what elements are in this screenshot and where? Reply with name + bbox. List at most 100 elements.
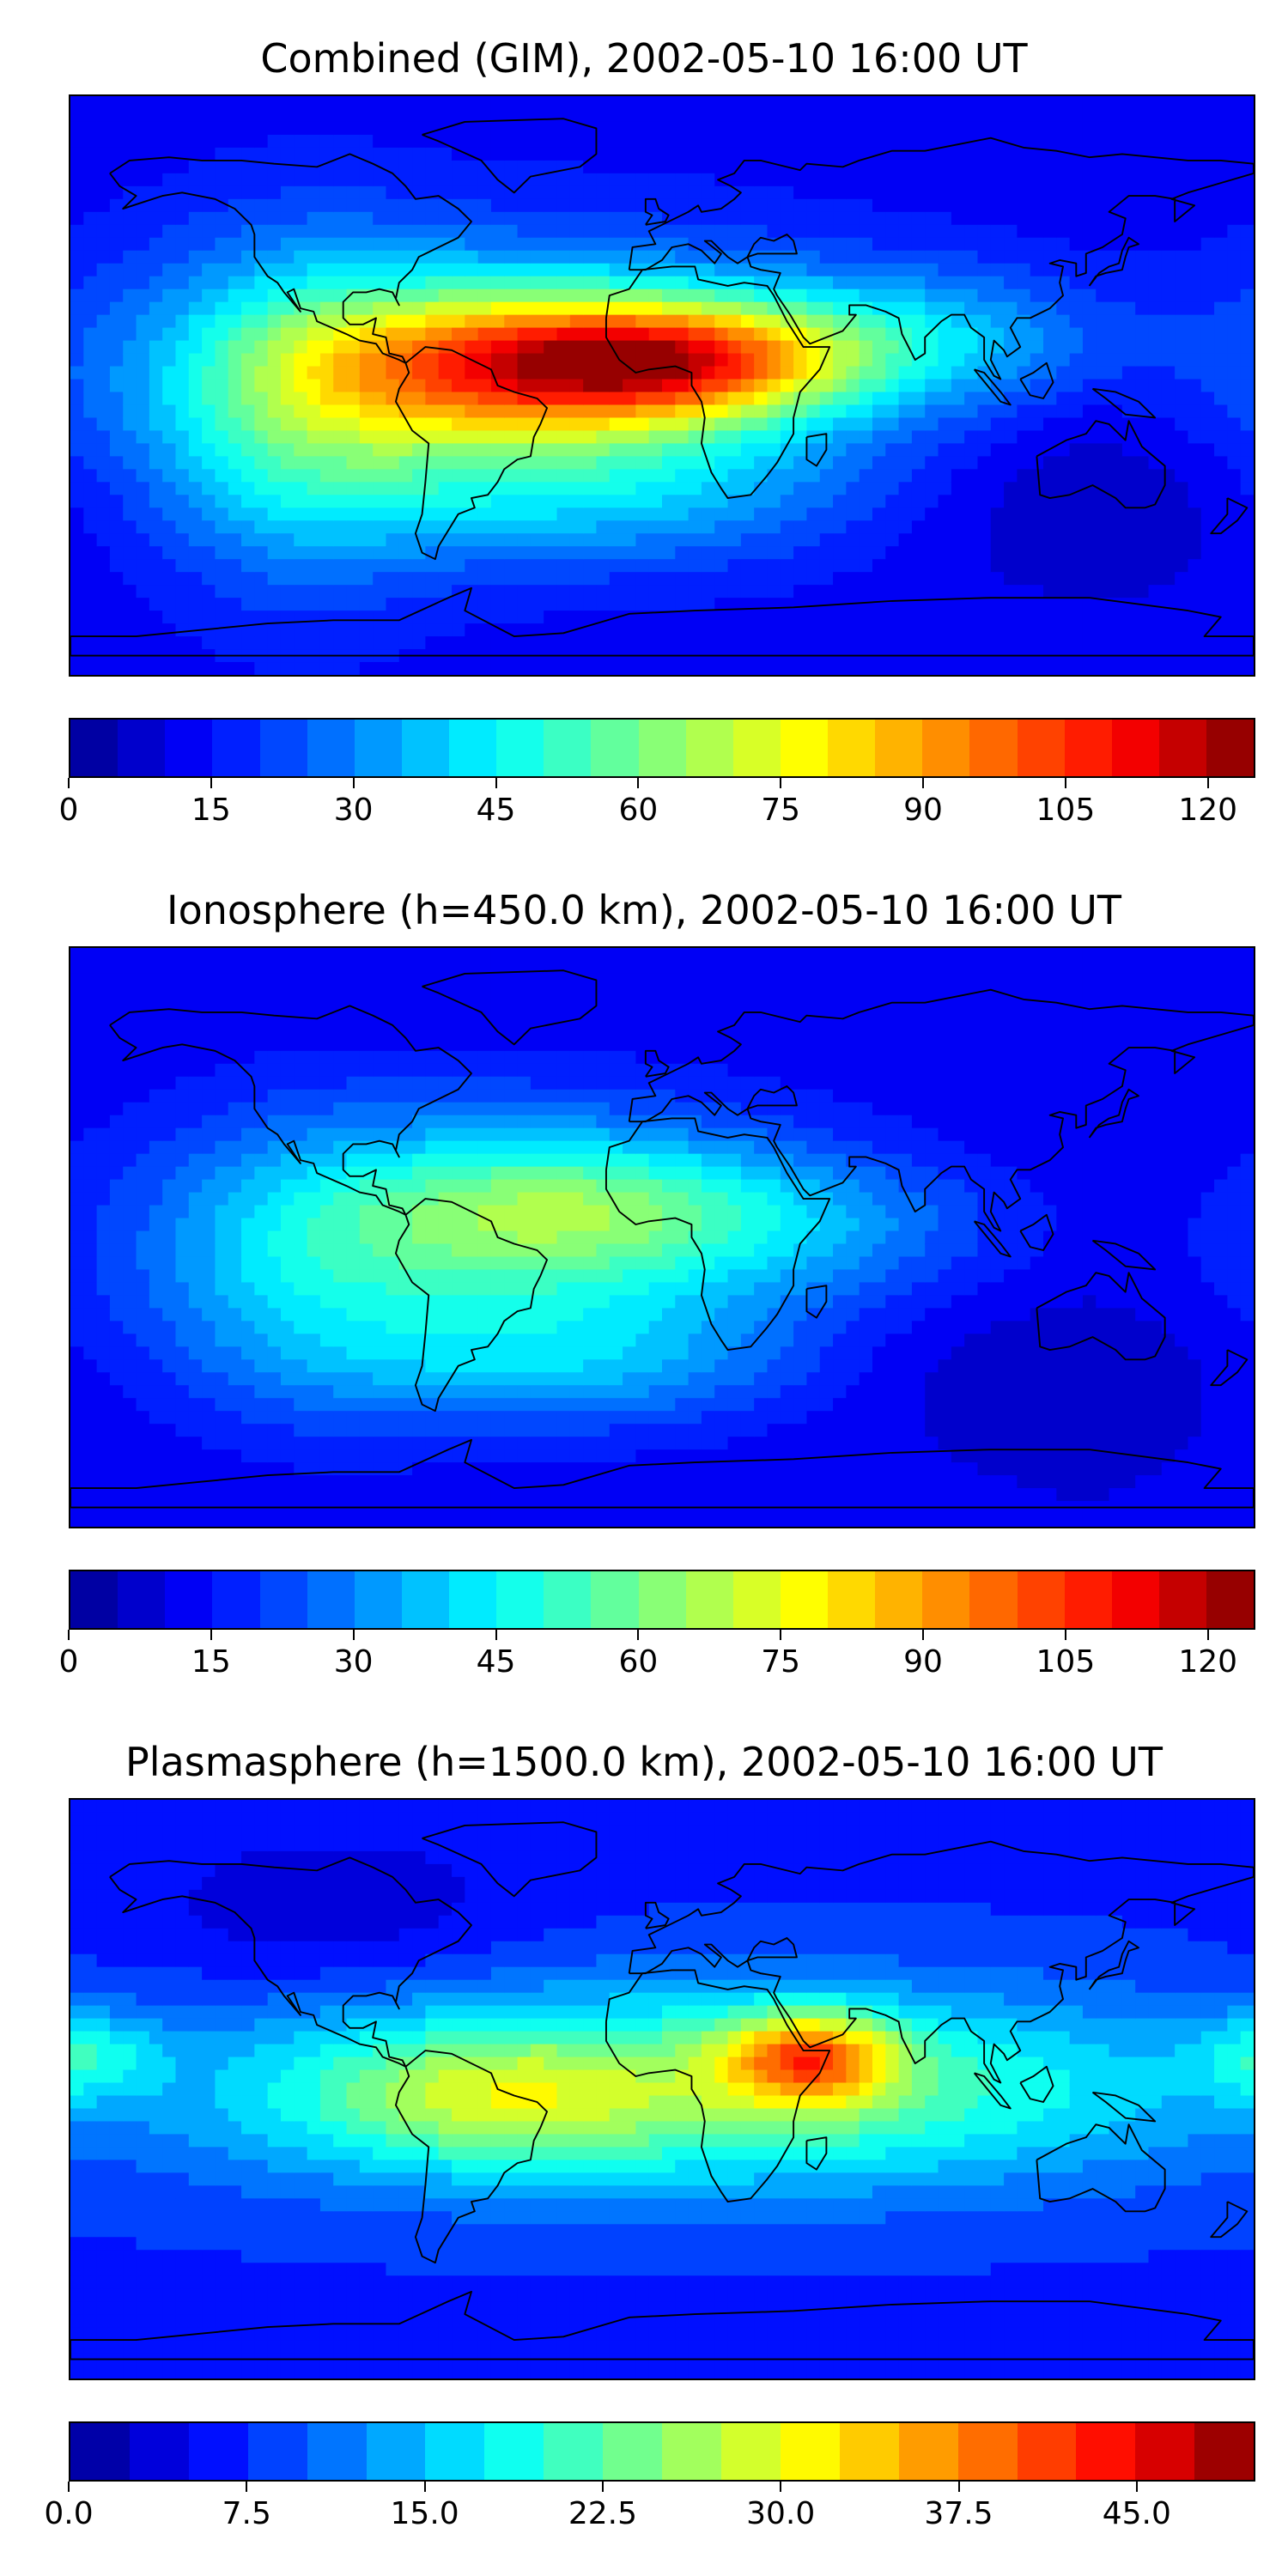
coastline-3	[605, 1969, 831, 2202]
coastline-2	[422, 969, 598, 1046]
coastline-3	[605, 1117, 831, 1351]
colorbar-level-11	[720, 2423, 781, 2480]
coastline-7	[805, 1285, 828, 1319]
panel-3-colorbar	[69, 2421, 1255, 2482]
colorbar-level-9	[496, 720, 544, 776]
panel-1-map	[69, 94, 1255, 677]
colorbar-tick-label: 75	[761, 1644, 801, 1680]
colorbar-level-12	[638, 1571, 686, 1628]
colorbar-level-17	[875, 720, 923, 776]
coastlines	[70, 1821, 1254, 2360]
colorbar-level-7	[401, 720, 449, 776]
colorbar-level-2	[188, 2423, 248, 2480]
coastline-12	[1210, 2201, 1249, 2239]
colorbar-level-0	[70, 1571, 118, 1628]
colorbar-tick-label: 45	[476, 793, 516, 828]
colorbar-level-4	[259, 1571, 307, 1628]
panel-3-map	[69, 1798, 1255, 2380]
panel-2-map	[69, 946, 1255, 1528]
colorbar-tick-label: 105	[1036, 1644, 1096, 1680]
coastline-13	[70, 586, 1254, 657]
coastline-4	[628, 1840, 1254, 2084]
colorbar-level-11	[591, 720, 639, 776]
colorbar-level-3	[247, 2423, 307, 2480]
coastline-13	[70, 2290, 1254, 2360]
coastline-8	[1036, 2123, 1166, 2213]
colorbar-tick-label: 45	[476, 1644, 516, 1680]
coastline-5	[644, 1049, 670, 1078]
colorbar-level-23	[1158, 1571, 1206, 1628]
colorbar-level-23	[1158, 720, 1206, 776]
coastline-12	[1210, 497, 1249, 535]
colorbar-level-19	[1194, 2423, 1255, 2480]
coastline-10	[1019, 361, 1054, 399]
colorbar-level-1	[118, 1571, 166, 1628]
colorbar-level-0	[70, 2423, 130, 2480]
colorbar-level-20	[1017, 720, 1065, 776]
colorbar-level-7	[484, 2423, 544, 2480]
colorbar-level-10	[662, 2423, 721, 2480]
coastline-2	[422, 1821, 598, 1898]
coastlines	[70, 118, 1254, 657]
colorbar-level-13	[685, 1571, 733, 1628]
colorbar-level-7	[401, 1571, 449, 1628]
coastline-1	[394, 2050, 548, 2264]
coastline-0	[109, 1005, 472, 1216]
colorbar-level-17	[1076, 2423, 1136, 2480]
coastline-6	[1088, 236, 1139, 287]
colorbar-level-9	[496, 1571, 544, 1628]
colorbar-level-5	[307, 720, 355, 776]
coastline-5	[644, 197, 670, 226]
coastline-13	[70, 1438, 1254, 1509]
colorbar-tick-label: 22.5	[568, 2496, 637, 2531]
colorbar-level-22	[1111, 720, 1159, 776]
coastline-4	[628, 137, 1254, 380]
coastline-0	[109, 1856, 472, 2068]
colorbar-level-14	[898, 2423, 958, 2480]
colorbar-level-20	[1017, 1571, 1065, 1628]
coastline-4	[628, 988, 1254, 1232]
colorbar-level-15	[780, 720, 828, 776]
colorbar-level-4	[307, 2423, 367, 2480]
contour-field	[70, 1800, 1254, 2379]
colorbar-level-14	[732, 720, 781, 776]
colorbar-level-10	[544, 720, 592, 776]
coastline-6	[1088, 1940, 1139, 1990]
colorbar-tick-label: 30	[333, 793, 374, 828]
colorbar-level-16	[1017, 2423, 1077, 2480]
colorbar-level-17	[875, 1571, 923, 1628]
panel-2-title: Ionosphere (h=450.0 km), 2002-05-10 16:0…	[167, 887, 1121, 933]
colorbar-level-2	[165, 720, 213, 776]
coastline-9	[973, 1220, 1012, 1258]
colorbar-level-9	[603, 2423, 663, 2480]
colorbar-level-6	[354, 720, 402, 776]
colorbar-tick-label: 15	[191, 1644, 231, 1680]
colorbar-level-19	[969, 1571, 1018, 1628]
colorbar-level-2	[165, 1571, 213, 1628]
colorbar-level-14	[732, 1571, 781, 1628]
coastlines	[70, 969, 1254, 1509]
coastline-1	[394, 1198, 548, 1413]
panel-1-title: Combined (GIM), 2002-05-10 16:00 UT	[260, 35, 1028, 82]
coastline-11	[1091, 1239, 1157, 1271]
colorbar-tick-label: 0.0	[44, 2496, 94, 2531]
coastline-7	[805, 433, 828, 467]
colorbar-level-5	[366, 2423, 426, 2480]
colorbar-level-10	[544, 1571, 592, 1628]
colorbar-level-0	[70, 720, 118, 776]
panel-3-colorbar-ticks: 0.0 7.5 15.0 22.5 30.0 37.5 45.0	[44, 2482, 1255, 2533]
colorbar-tick-label: 120	[1178, 793, 1238, 828]
coastline-8	[1036, 420, 1166, 509]
colorbar-tick-label: 105	[1036, 793, 1096, 828]
colorbar-tick-label: 60	[618, 1644, 659, 1680]
colorbar-tick-label: 75	[761, 793, 801, 828]
colorbar-tick-label: 37.5	[924, 2496, 993, 2531]
coastline-9	[973, 2072, 1012, 2110]
colorbar-level-3	[212, 720, 260, 776]
panel-1-colorbar-ticks: 0 15 30 45 60 75 90 105 120	[59, 778, 1255, 829]
coastline-2	[422, 118, 598, 194]
panel-1-colorbar	[69, 718, 1255, 778]
colorbar-level-3	[212, 1571, 260, 1628]
coastline-10	[1019, 2065, 1054, 2103]
colorbar-level-16	[828, 1571, 876, 1628]
